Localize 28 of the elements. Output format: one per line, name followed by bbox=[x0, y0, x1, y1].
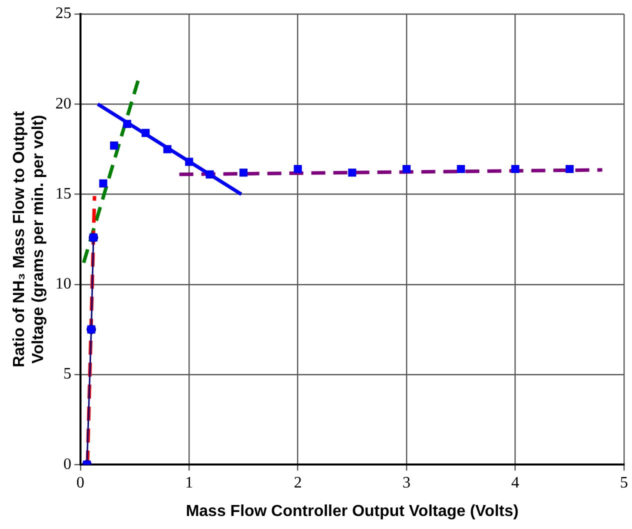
y-tick-label: 10 bbox=[55, 276, 72, 293]
x-axis-title: Mass Flow Controller Output Voltage (Volts) bbox=[186, 502, 519, 520]
y-axis-title: Ratio of NH₃ Mass Flow to Output Voltage (grams per min. per volt) bbox=[11, 110, 48, 368]
point bbox=[511, 164, 520, 174]
y-tick-label: 0 bbox=[63, 456, 72, 473]
point bbox=[99, 179, 108, 188]
point bbox=[402, 164, 411, 174]
point bbox=[348, 168, 356, 177]
x-tick-label: 0 bbox=[76, 474, 84, 492]
point bbox=[123, 120, 132, 128]
y-tick-label: 25 bbox=[55, 5, 72, 22]
x-tick-label: 1 bbox=[185, 474, 194, 492]
y-tick-label: 5 bbox=[63, 366, 72, 383]
point bbox=[566, 164, 574, 174]
x-tick-label: 4 bbox=[511, 474, 520, 492]
x-tick-label: 2 bbox=[294, 474, 302, 492]
point bbox=[110, 142, 118, 150]
x-tick-label: 5 bbox=[620, 474, 628, 492]
point bbox=[206, 170, 214, 178]
y-tick-label: 15 bbox=[55, 185, 72, 202]
point bbox=[142, 128, 150, 137]
point bbox=[163, 145, 172, 154]
point bbox=[294, 164, 302, 174]
y-tick-label: 20 bbox=[55, 95, 72, 112]
point bbox=[456, 164, 465, 174]
point bbox=[239, 168, 248, 177]
x-tick-label: 3 bbox=[402, 474, 411, 492]
point bbox=[185, 158, 194, 166]
